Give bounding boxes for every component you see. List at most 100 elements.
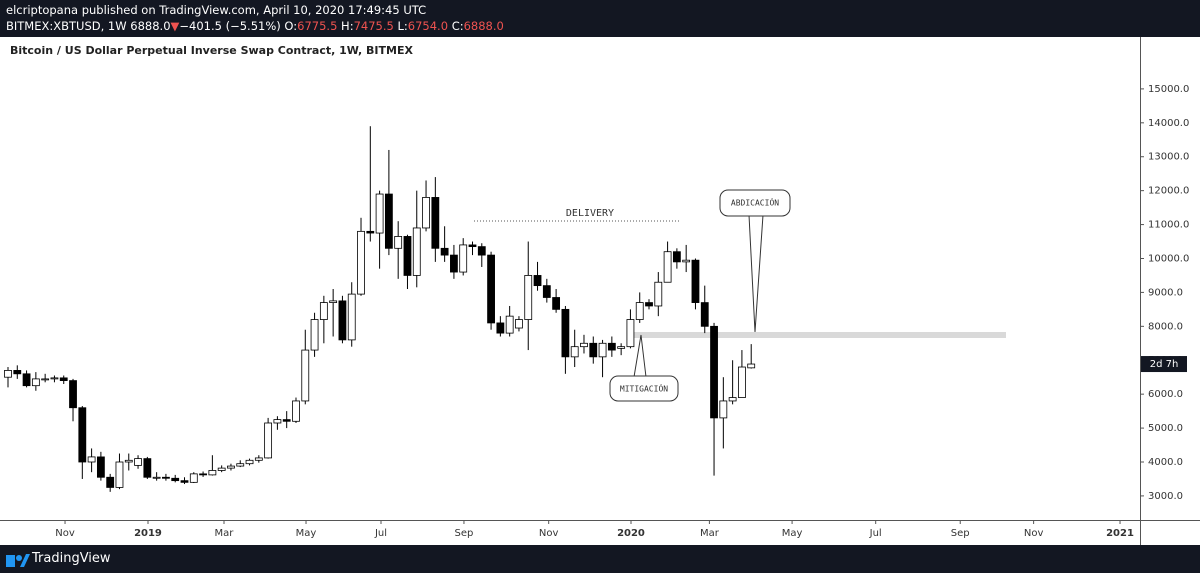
chart-title: Bitcoin / US Dollar Perpetual Inverse Sw… — [10, 44, 413, 57]
countdown-label: 2d 7h — [1150, 359, 1179, 370]
candle-body — [264, 422, 273, 459]
candle-body — [487, 254, 495, 324]
x-tick-label: Mar — [700, 528, 720, 539]
symbol: BITMEX:XBTUSD, 1W — [6, 19, 127, 33]
x-tick-label: 2021 — [1106, 528, 1134, 539]
candle-body — [124, 459, 133, 463]
ohlc-value: 6775.5 — [297, 19, 338, 33]
change: −401.5 (−5.51%) — [179, 19, 281, 33]
y-tick-label: 8000.0 — [1148, 321, 1183, 332]
candle-body — [78, 407, 87, 463]
ohlc-label: H: — [341, 19, 354, 33]
candle-body — [338, 300, 347, 341]
x-tick-label: Nov — [1024, 528, 1044, 539]
candle-body — [282, 419, 291, 422]
candle-body — [403, 236, 412, 276]
candle-body — [96, 456, 105, 478]
x-tick-label: Nov — [55, 528, 75, 539]
candle-body — [152, 476, 161, 479]
candle-body — [459, 244, 468, 273]
ohlc-value: 7475.5 — [353, 19, 394, 33]
x-tick-label: May — [782, 528, 803, 539]
candle-body — [366, 230, 375, 234]
candle-body — [626, 319, 635, 348]
abdication-label: ABDICACIÓN — [731, 197, 779, 208]
abdication-pointer — [748, 214, 764, 333]
candle-body — [180, 480, 189, 483]
candle-body — [199, 473, 207, 476]
candle-body — [4, 370, 12, 378]
candle-body — [738, 366, 746, 398]
candle-body — [254, 457, 263, 461]
candle-body — [635, 302, 644, 320]
y-tick-label: 3000.0 — [1148, 491, 1183, 502]
candle-body — [580, 342, 588, 348]
candle-body — [561, 308, 570, 358]
candle-body — [13, 370, 22, 375]
candle-body — [22, 373, 31, 387]
candle-body — [134, 458, 142, 466]
candle-body — [524, 275, 533, 320]
chart-bg — [0, 37, 1200, 545]
x-tick-label: Sep — [455, 528, 474, 539]
candle-body — [496, 322, 505, 334]
x-tick-label: Jul — [869, 528, 882, 539]
candle-body — [505, 315, 514, 334]
ohlc-label: O: — [284, 19, 298, 33]
mitigation-box — [609, 375, 679, 402]
candle-body — [542, 285, 551, 298]
candle-body — [422, 197, 430, 229]
candle-body — [468, 244, 477, 248]
y-tick-label: 14000.0 — [1148, 118, 1189, 129]
candle-body — [440, 247, 449, 256]
candle-body — [710, 325, 718, 419]
candle-body — [570, 346, 579, 358]
candle-body — [50, 377, 59, 380]
candle-body — [69, 380, 77, 409]
y-tick-label: 4000.0 — [1148, 457, 1183, 468]
x-tick-label: Mar — [215, 528, 235, 539]
candle-body — [106, 476, 115, 488]
publisher: elcriptopana published on TradingView.co… — [6, 3, 427, 17]
y-tick-label: 13000.0 — [1148, 152, 1189, 163]
candle-body — [236, 463, 245, 467]
candle-body — [691, 259, 700, 303]
mitigation-band — [632, 332, 1006, 338]
candle-body — [645, 302, 653, 307]
mitigation-label: MITIGACIÓN — [620, 383, 668, 394]
candle-body — [41, 378, 50, 381]
candle-body — [292, 400, 300, 422]
candle-body — [617, 346, 626, 349]
x-tick-label: Jul — [374, 528, 387, 539]
x-tick-label: May — [296, 528, 317, 539]
candle-body — [477, 246, 486, 256]
candle-body — [208, 470, 217, 476]
candle-body — [31, 378, 40, 387]
candle-body — [162, 476, 170, 479]
header: elcriptopana published on TradingView.co… — [0, 0, 1200, 37]
candle-body — [115, 461, 124, 488]
candle-body — [273, 419, 282, 424]
y-tick-label: 12000.0 — [1148, 186, 1189, 197]
candle-body — [394, 236, 403, 249]
candle-body — [589, 342, 598, 358]
x-tick-label: 2020 — [617, 528, 645, 539]
y-tick-label: 5000.0 — [1148, 423, 1183, 434]
x-tick-label: Nov — [539, 528, 559, 539]
candle-body — [412, 227, 421, 276]
candle-body — [552, 297, 561, 310]
ohlc-label: L: — [397, 19, 408, 33]
logo — [6, 554, 30, 567]
candle-body — [607, 342, 616, 351]
mitigation-pointer — [633, 334, 647, 378]
candle-body — [431, 197, 440, 249]
ohlc: O:6775.5 H:7475.5 L:6754.0 C:6888.0 — [284, 19, 503, 33]
candle-body — [87, 456, 96, 463]
y-tick-label: 9000.0 — [1148, 287, 1183, 298]
ohlc-label: C: — [451, 19, 464, 33]
candle-body — [245, 459, 254, 465]
candle-body — [663, 251, 672, 283]
abdication-box — [719, 189, 791, 217]
y-tick-label: 10000.0 — [1148, 253, 1189, 264]
